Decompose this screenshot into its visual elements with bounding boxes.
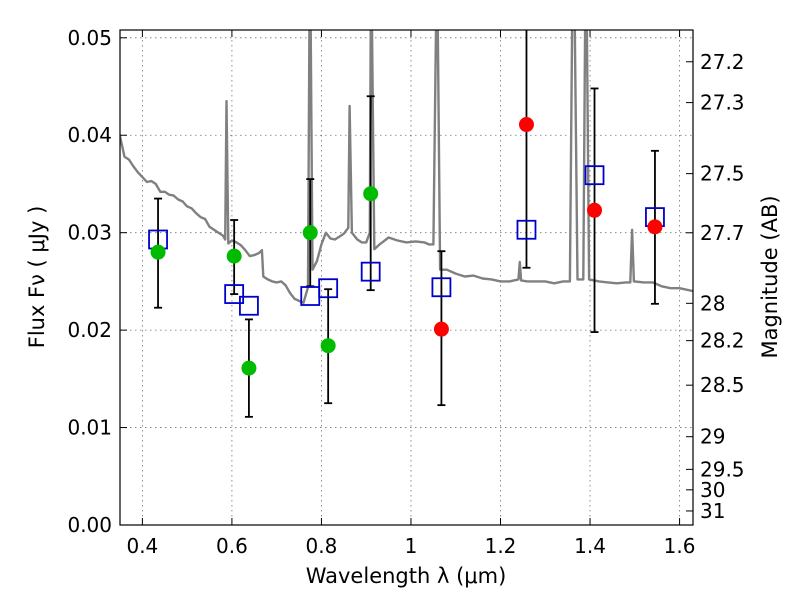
magnitude-tick-label: 29.5 [700,457,745,481]
magnitude-tick-label: 31 [700,499,725,523]
x-tick-label: 0.4 [126,534,158,558]
red-point [433,321,449,337]
blue-square-point [584,165,605,186]
template-spectrum-layer [120,30,693,304]
y-axis-label-right: Magnitude (AB) [758,195,782,358]
blue-square-point [239,295,259,316]
magnitude-tick-label: 28.5 [700,373,745,397]
y-tick-label: 0.04 [67,123,112,147]
red-point [518,117,534,133]
magnitude-tick-label: 30 [700,478,725,502]
green-point [320,338,336,354]
red-point-series [433,117,663,337]
ticks [120,30,693,526]
magnitude-tick-label: 28 [700,291,725,315]
x-tick-label: 0.6 [216,534,248,558]
x-tick-label: 1.6 [664,534,696,558]
blue-square-point [516,219,537,240]
y-axis-label-left: Flux Fν ( μJy ) [25,206,49,349]
magnitude-tick-label: 28.2 [700,329,745,353]
magnitude-tick-label: 27.7 [700,221,745,245]
y-tick-label: 0.00 [67,513,112,537]
x-tick-label: 0.8 [306,534,338,558]
y-tick-label: 0.02 [67,318,112,342]
blue-square-point [360,261,381,282]
blue-square-point [224,284,245,304]
x-axis-label: Wavelength λ (μm) [306,564,507,588]
tick-labels: 0.4 0.6 0.8 1 1.2 1.4 1.6 0.00 0.01 0.02 0.03 0.04 0… [67,26,744,558]
green-point [363,186,379,202]
red-point [647,219,663,235]
template-spectrum-line [120,30,693,304]
y-tick-label: 0.03 [67,221,112,245]
magnitude-tick-label: 27.2 [700,50,745,74]
magnitude-tick-label: 29 [700,425,725,449]
blue-square-point [431,277,452,298]
magnitude-tick-label: 27.3 [700,91,745,115]
x-tick-label: 1.2 [485,534,517,558]
green-point-series [150,186,379,376]
green-point [150,244,166,260]
blue-square-point [318,278,339,299]
green-point [241,360,257,376]
y-tick-label: 0.05 [67,26,112,50]
x-tick-label: 1 [405,534,418,558]
magnitude-tick-label: 27.5 [700,162,745,186]
red-point [587,202,603,218]
grid [120,30,693,526]
x-tick-label: 1.4 [574,534,606,558]
green-point [226,248,242,264]
y-tick-label: 0.01 [67,416,112,440]
green-point [302,225,318,241]
plot-frame [119,29,694,526]
